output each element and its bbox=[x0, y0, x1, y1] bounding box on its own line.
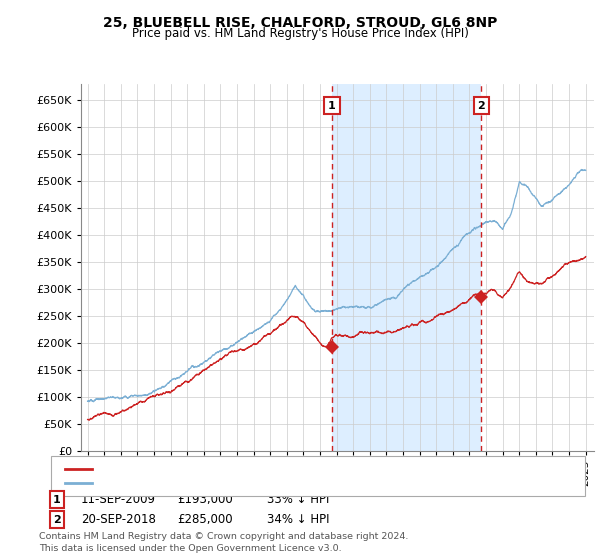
Text: 25, BLUEBELL RISE, CHALFORD, STROUD, GL6 8NP (detached house): 25, BLUEBELL RISE, CHALFORD, STROUD, GL6… bbox=[98, 464, 456, 474]
Text: 2: 2 bbox=[53, 515, 61, 525]
Text: £285,000: £285,000 bbox=[177, 513, 233, 526]
Text: Contains HM Land Registry data © Crown copyright and database right 2024.: Contains HM Land Registry data © Crown c… bbox=[39, 532, 409, 541]
Text: This data is licensed under the Open Government Licence v3.0.: This data is licensed under the Open Gov… bbox=[39, 544, 341, 553]
Text: 25, BLUEBELL RISE, CHALFORD, STROUD, GL6 8NP: 25, BLUEBELL RISE, CHALFORD, STROUD, GL6… bbox=[103, 16, 497, 30]
Text: 2: 2 bbox=[478, 101, 485, 110]
Text: 1: 1 bbox=[328, 101, 336, 110]
Text: 11-SEP-2009: 11-SEP-2009 bbox=[81, 493, 156, 506]
Text: 1: 1 bbox=[53, 494, 61, 505]
Text: 20-SEP-2018: 20-SEP-2018 bbox=[81, 513, 156, 526]
Text: Price paid vs. HM Land Registry's House Price Index (HPI): Price paid vs. HM Land Registry's House … bbox=[131, 27, 469, 40]
Text: £193,000: £193,000 bbox=[177, 493, 233, 506]
Bar bbox=[332, 84, 481, 451]
Text: HPI: Average price, detached house, Stroud: HPI: Average price, detached house, Stro… bbox=[98, 478, 325, 488]
Text: 34% ↓ HPI: 34% ↓ HPI bbox=[267, 513, 329, 526]
Text: 33% ↓ HPI: 33% ↓ HPI bbox=[267, 493, 329, 506]
